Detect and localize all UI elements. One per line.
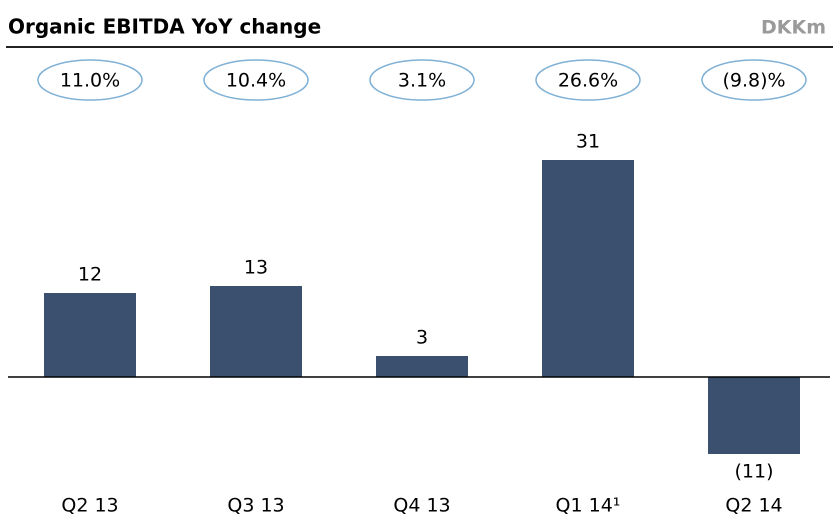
growth-label: 3.1% [398,70,446,92]
growth-label: 11.0% [60,70,120,92]
unit-label: DKKm [761,17,826,39]
bar [44,293,136,377]
x-tick-label: Q4 13 [393,495,450,517]
growth-bubble [203,59,309,101]
data-label: 3 [416,327,428,349]
x-tick-label: Q3 13 [227,495,284,517]
bar [542,160,634,377]
growth-bubble [701,59,807,101]
chart-title: Organic EBITDA YoY change [8,15,321,39]
growth-label: (9.8)% [722,70,785,92]
data-label: 12 [78,264,102,286]
data-label: (11) [734,461,773,483]
bar [708,377,800,454]
x-tick-label: Q1 14¹ [556,495,621,517]
growth-label: 10.4% [226,70,286,92]
x-tick-label: Q2 13 [61,495,118,517]
data-label: 31 [576,131,600,153]
growth-label: 26.6% [558,70,618,92]
x-tick-label: Q2 14 [725,495,782,517]
bar [376,356,468,377]
growth-bubble [369,59,475,101]
data-label: 13 [244,257,268,279]
growth-bubble [535,59,641,101]
bar [210,286,302,377]
growth-bubble [37,59,143,101]
